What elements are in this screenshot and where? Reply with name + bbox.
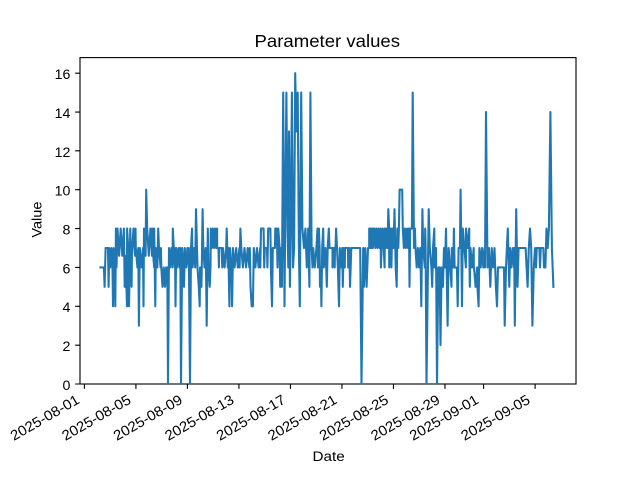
svg-text:0: 0 <box>63 378 71 394</box>
svg-text:4: 4 <box>63 300 71 316</box>
svg-text:6: 6 <box>63 261 71 277</box>
svg-text:14: 14 <box>55 106 71 122</box>
svg-text:Parameter values: Parameter values <box>255 32 401 51</box>
svg-text:12: 12 <box>55 145 71 161</box>
svg-text:10: 10 <box>55 184 71 200</box>
svg-text:Date: Date <box>313 449 345 465</box>
svg-text:16: 16 <box>55 67 71 83</box>
svg-text:2: 2 <box>63 339 71 355</box>
svg-text:8: 8 <box>63 222 71 238</box>
svg-text:Value: Value <box>29 201 45 237</box>
